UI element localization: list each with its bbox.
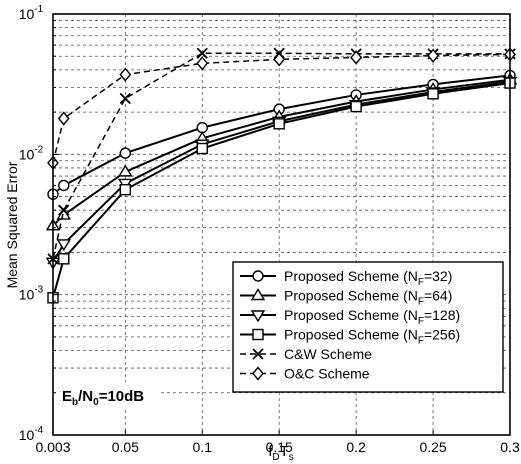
marker-square	[427, 88, 439, 100]
legend-label: Proposed Scheme (NF=64)	[284, 288, 452, 308]
legend: Proposed Scheme (NF=32)Proposed Scheme (…	[232, 261, 504, 393]
x-tick-label: 0.1	[193, 439, 213, 455]
marker-x	[252, 348, 264, 360]
marker-x	[58, 204, 70, 216]
marker-x	[196, 47, 208, 59]
x-tick-label: 0.05	[112, 439, 139, 455]
x-tick-label: 0.003	[35, 439, 70, 455]
marker-diamond	[350, 50, 363, 65]
marker-circle	[252, 270, 264, 282]
x-label-sub-s: s	[289, 452, 294, 463]
marker-circle	[58, 179, 70, 192]
marker-diamond	[273, 52, 286, 67]
series-line	[52, 52, 510, 260]
x-label-f: f	[268, 443, 273, 460]
marker-x	[119, 92, 131, 105]
marker-square	[273, 118, 285, 130]
series-layer	[45, 47, 518, 304]
marker-square	[196, 142, 208, 155]
legend-item-3: Proposed Scheme (NF=128)	[240, 307, 460, 327]
legend-item-1: Proposed Scheme (NF=32)	[240, 268, 452, 288]
series-line	[52, 80, 511, 263]
snr-annotation: Eb/N0=10dB	[62, 388, 144, 408]
legend-label: Proposed Scheme (NF=32)	[284, 268, 452, 288]
snr-annotation-box: Eb/N0=10dB	[58, 382, 160, 408]
x-tick-label: 0.3	[500, 439, 520, 455]
legend-label: Proposed Scheme (NF=128)	[284, 307, 460, 327]
legend-label: C&W Scheme	[284, 346, 372, 362]
y-axis-label: Mean Squared Error	[4, 161, 20, 288]
y-tick-label: 10-4	[19, 425, 44, 443]
marker-diamond	[57, 111, 70, 126]
marker-square	[252, 328, 264, 341]
marker-square	[119, 183, 132, 196]
y-tick-label: 10-2	[19, 144, 44, 162]
legend-item-6: O&C Scheme	[240, 366, 370, 382]
marker-circle	[119, 147, 132, 159]
y-tick-label: 10-3	[19, 285, 44, 303]
legend-item-2: Proposed Scheme (NF=64)	[240, 288, 452, 308]
marker-triangle-down	[56, 239, 72, 252]
marker-square	[58, 253, 70, 265]
series-line	[52, 74, 511, 195]
marker-diamond	[427, 48, 439, 63]
series-line	[52, 78, 511, 227]
axis-ticks: 0.003 0.05 0.1 0.15 0.2 0.25 0.3 10-4 10-3 10-2 10…	[19, 4, 520, 455]
marker-diamond	[196, 56, 209, 71]
x-label-t: T	[280, 443, 289, 460]
marker-triangle-up	[118, 164, 133, 177]
marker-triangle-up	[250, 288, 266, 301]
plot-frame	[52, 13, 511, 436]
legend-box	[232, 261, 504, 393]
marker-square	[350, 100, 362, 113]
x-label-sub-d: D	[272, 452, 279, 463]
marker-triangle-down	[250, 310, 266, 323]
legend-item-4: Proposed Scheme (NF=256)	[240, 327, 460, 347]
legend-label: Proposed Scheme (NF=256)	[284, 327, 460, 347]
series-line	[52, 82, 511, 299]
y-tick-label: 10-1	[19, 4, 44, 22]
marker-diamond	[119, 67, 132, 82]
legend-item-5: C&W Scheme	[240, 346, 372, 362]
x-tick-label: 0.25	[419, 439, 446, 455]
x-tick-label: 0.15	[266, 439, 293, 455]
x-tick-label: 0.2	[346, 439, 366, 455]
marker-diamond	[252, 366, 264, 381]
legend-label: O&C Scheme	[284, 366, 370, 382]
x-axis-label: fDTs	[268, 443, 294, 463]
